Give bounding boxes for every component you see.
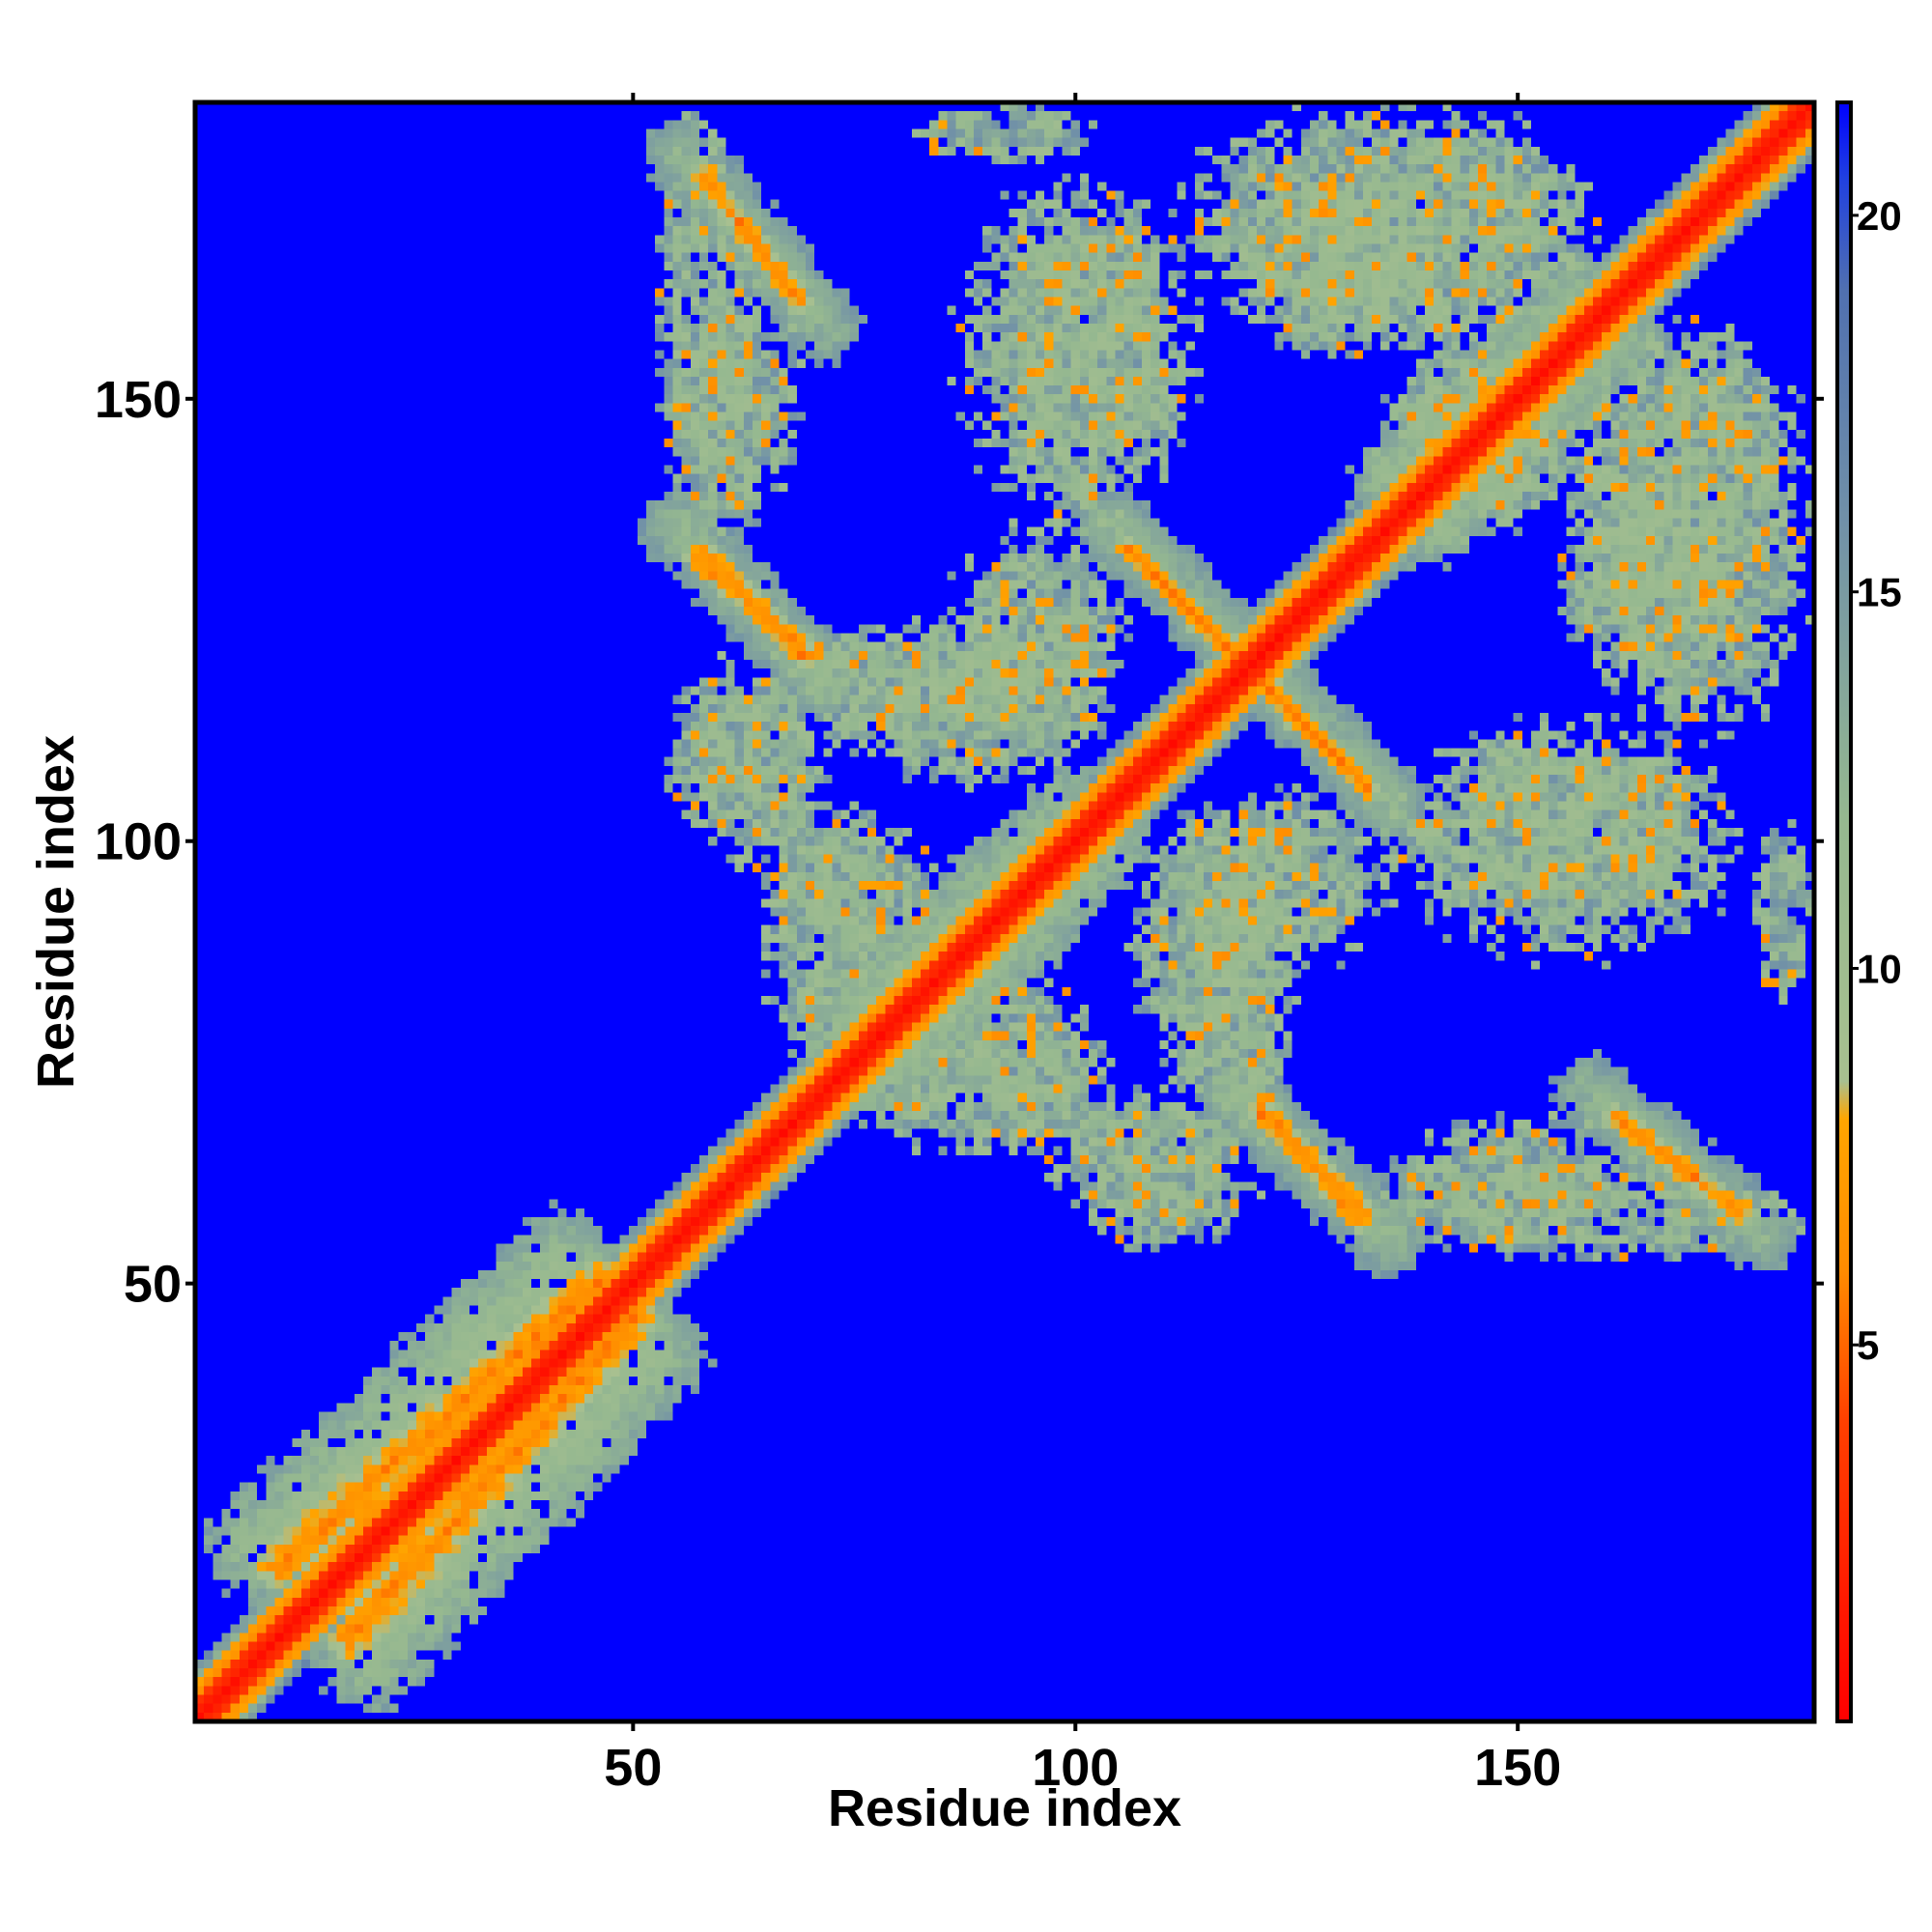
x-axis: 50 100 150 xyxy=(604,93,1561,1797)
y-axis: 50 100 150 xyxy=(95,371,1824,1314)
y-tick-label: 50 xyxy=(124,1256,182,1314)
colorbar-tick-label: 15 xyxy=(1857,570,1902,615)
plot-frame xyxy=(192,99,1817,1724)
y-tick-label: 150 xyxy=(95,371,182,429)
colorbar: 5 10 15 20 xyxy=(1835,100,1902,1723)
colorbar-ramp xyxy=(1837,102,1851,1721)
x-tick-label: 150 xyxy=(1474,1739,1561,1797)
x-axis-title: Residue index xyxy=(828,1779,1181,1837)
heatmap-canvas xyxy=(195,102,1814,1721)
heatmap-image xyxy=(195,102,1814,1721)
x-tick-label: 50 xyxy=(604,1739,662,1797)
y-tick-label: 100 xyxy=(95,813,182,871)
colorbar-frame xyxy=(1835,100,1853,1723)
x-tick-label: 100 xyxy=(1032,1739,1119,1797)
colorbar-tick-label: 10 xyxy=(1857,946,1902,991)
colorbar-tick-label: 5 xyxy=(1857,1322,1879,1368)
y-axis-title: Residue index xyxy=(27,735,85,1089)
colorbar-tick-label: 20 xyxy=(1857,193,1902,239)
